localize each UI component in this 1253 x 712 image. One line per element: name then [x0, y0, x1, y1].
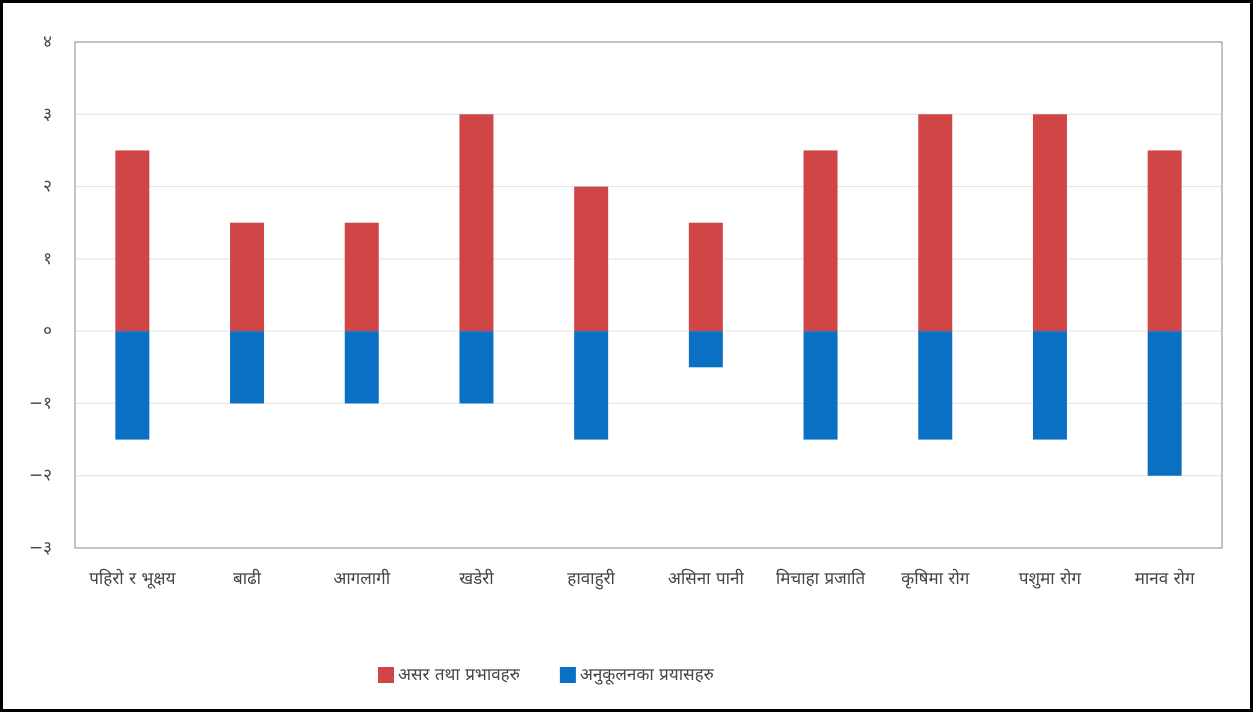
legend-label: अनुकूलनका प्रयासहरु — [580, 665, 715, 685]
bar — [1147, 150, 1182, 332]
bar — [115, 150, 150, 332]
bar — [1032, 114, 1067, 332]
y-tick-label: १ — [43, 249, 52, 269]
bar — [688, 331, 723, 368]
bar — [115, 331, 150, 440]
bar — [574, 186, 609, 332]
x-tick-label: खडेरी — [459, 569, 494, 589]
y-tick-label: ३ — [43, 104, 52, 124]
y-tick-label: −२ — [29, 466, 52, 486]
x-tick-label: पशुमा रोग — [1018, 569, 1081, 589]
bar — [918, 114, 953, 332]
bar — [918, 331, 953, 440]
x-tick-label: असिना पानी — [667, 569, 744, 589]
bar — [1147, 331, 1182, 476]
bar — [459, 331, 494, 404]
y-tick-label: ० — [43, 321, 52, 341]
x-tick-label: पहिरो र भूक्षय — [89, 569, 176, 589]
x-tick-label: मानव रोग — [1134, 569, 1195, 589]
bar — [230, 222, 265, 332]
y-tick-label: २ — [43, 177, 52, 197]
bar — [230, 331, 265, 404]
bar — [344, 331, 379, 404]
bar — [344, 222, 379, 332]
bar — [803, 331, 838, 440]
x-tick-label: हावाहुरी — [567, 569, 615, 589]
bar — [459, 114, 494, 332]
y-tick-label: −१ — [29, 393, 52, 413]
plot-border — [74, 41, 1223, 549]
x-tick-label: आगलागी — [333, 569, 391, 589]
bar — [688, 222, 723, 332]
x-tick-label: मिचाहा प्रजाति — [775, 569, 866, 589]
legend-label: असर तथा प्रभावहरु — [398, 665, 521, 685]
bar — [574, 331, 609, 440]
x-tick-label: कृषिमा रोग — [901, 569, 970, 589]
bar — [803, 150, 838, 332]
legend-swatch — [559, 667, 576, 683]
x-tick-label: बाढी — [233, 569, 262, 589]
legend-swatch — [378, 667, 394, 683]
bar — [1032, 331, 1067, 440]
y-tick-label: −३ — [29, 538, 52, 558]
y-tick-label: ४ — [43, 32, 52, 52]
